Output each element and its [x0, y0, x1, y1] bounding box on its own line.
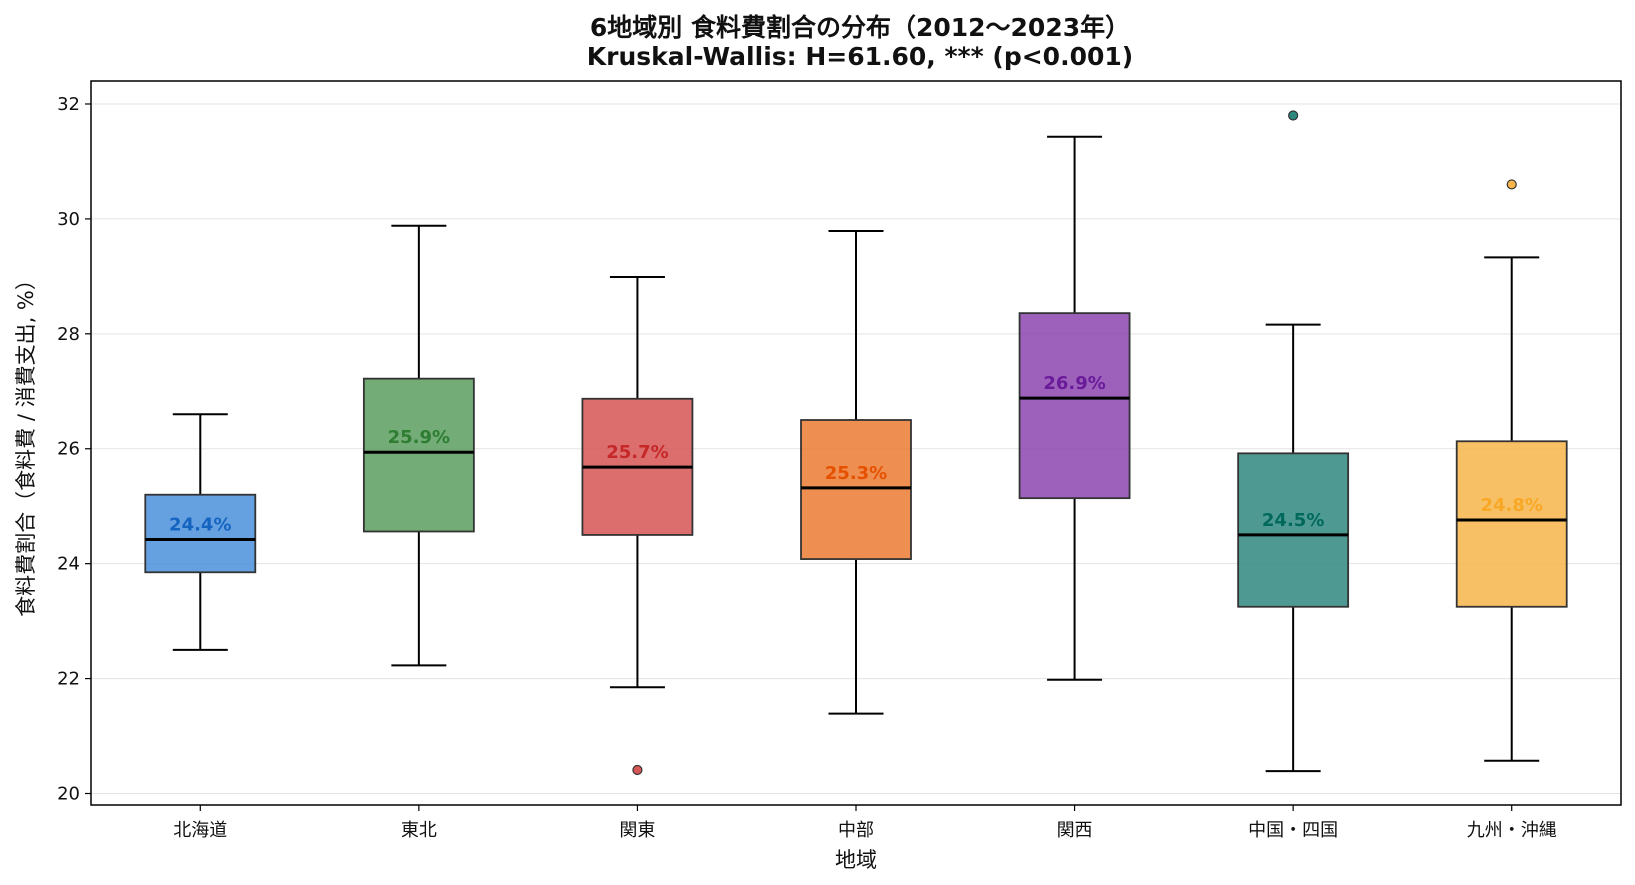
box-group: 24.5% — [1237, 110, 1350, 773]
y-tick-label: 26 — [57, 439, 80, 460]
x-tick-label: 九州・沖縄 — [1467, 820, 1557, 841]
box-group: 26.9% — [1018, 135, 1131, 681]
chart-subtitle: Kruskal-Wallis: H=61.60, *** (p<0.001) — [586, 42, 1134, 71]
x-tick-label: 中部 — [838, 820, 874, 841]
iqr-box — [1237, 452, 1350, 608]
box-group: 24.4% — [144, 413, 257, 651]
median-label: 25.9% — [388, 427, 450, 448]
y-tick-label: 20 — [57, 784, 80, 805]
x-tick-label: 関東 — [619, 820, 655, 841]
y-tick-label: 24 — [57, 554, 80, 575]
x-tick-label: 東北 — [401, 820, 437, 841]
box-group: 25.7% — [581, 275, 694, 776]
outlier-point — [632, 764, 643, 776]
median-label: 25.7% — [606, 442, 668, 463]
x-tick-label: 中国・四国 — [1248, 820, 1338, 841]
iqr-box — [362, 377, 475, 533]
y-tick-label: 28 — [57, 324, 80, 345]
box-group: 25.9% — [362, 224, 475, 667]
y-tick-label: 22 — [57, 669, 80, 690]
x-tick-label: 北海道 — [173, 820, 227, 841]
iqr-box — [1018, 312, 1131, 500]
median-label: 24.4% — [169, 515, 231, 536]
x-tick-label: 関西 — [1057, 820, 1093, 841]
y-tick-label: 32 — [57, 94, 80, 115]
median-label: 25.3% — [825, 463, 887, 484]
median-label: 24.5% — [1262, 510, 1324, 531]
box-group: 24.8% — [1455, 179, 1568, 762]
iqr-box — [144, 493, 257, 574]
y-axis-title: 食料費割合（食料費 / 消費支出, %） — [14, 269, 38, 617]
boxes: 24.4% 25.9% 25.7% 25.3% 26.9% 24.5% 24.8% — [144, 110, 1568, 776]
x-axis-title: 地域 — [835, 848, 877, 872]
median-label: 24.8% — [1480, 495, 1542, 516]
iqr-box — [800, 419, 912, 560]
box-group: 25.3% — [800, 229, 912, 715]
outlier-point — [1506, 179, 1517, 190]
median-label: 26.9% — [1043, 373, 1105, 394]
chart-title: 6地域別 食料費割合の分布（2012〜2023年） — [589, 13, 1131, 42]
iqr-box — [1455, 440, 1568, 608]
y-tick-label: 30 — [57, 209, 80, 230]
outlier-point — [1288, 110, 1299, 121]
